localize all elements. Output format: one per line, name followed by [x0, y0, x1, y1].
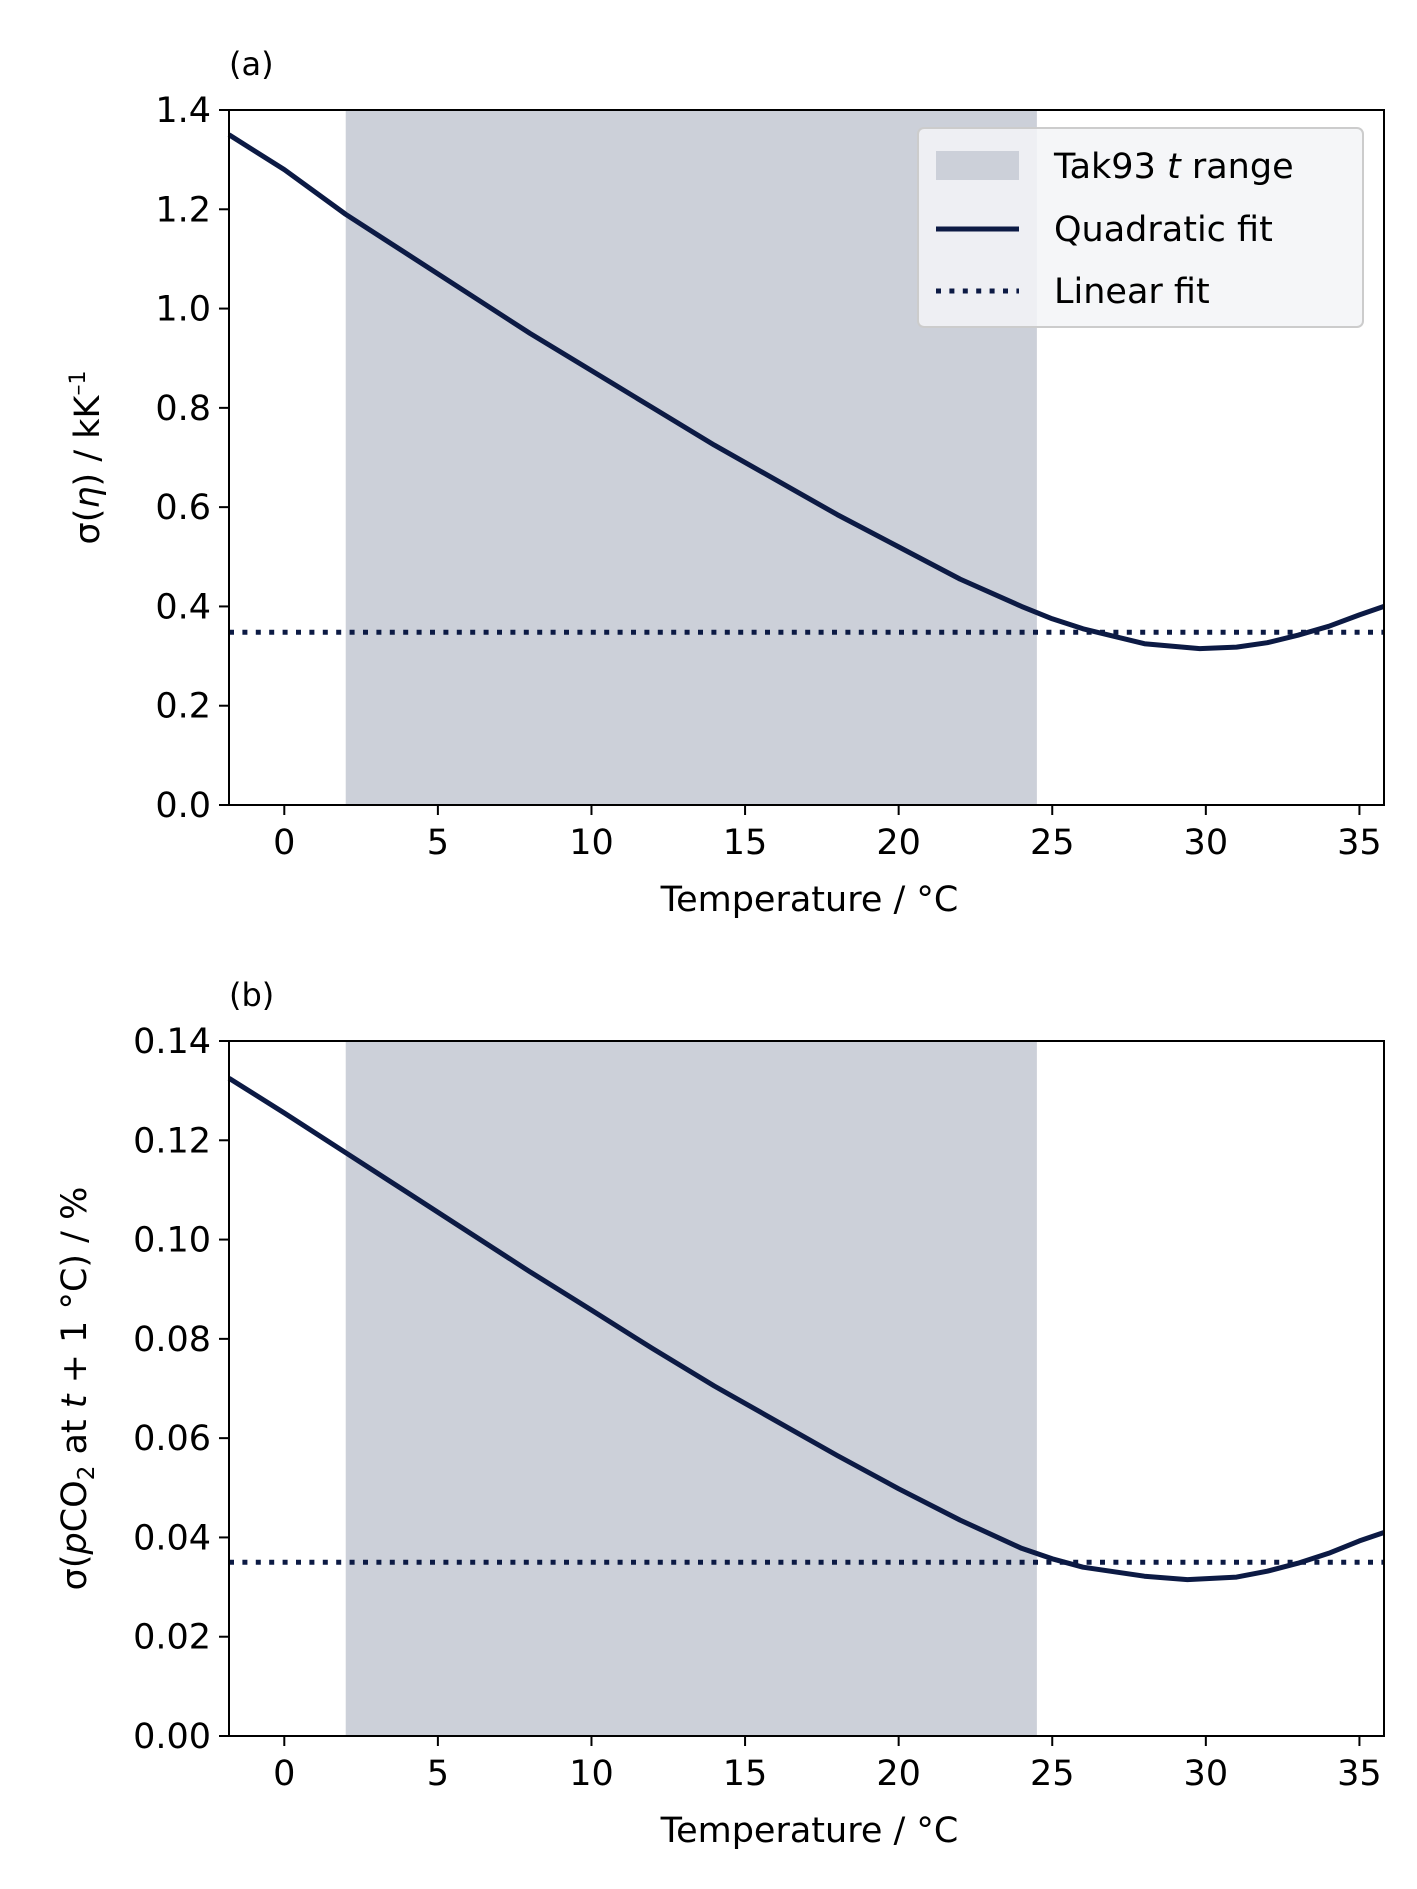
x-tick-label: 10 — [569, 823, 614, 863]
y-tick-label: 0.8 — [155, 389, 211, 429]
x-tick-label: 25 — [1030, 1754, 1075, 1794]
x-tick-label: 30 — [1184, 1754, 1229, 1794]
legend-patch — [936, 151, 1019, 180]
panel-label: (a) — [229, 45, 274, 83]
x-tick-label: 20 — [876, 823, 921, 863]
x-tick-label: 35 — [1337, 1754, 1382, 1794]
x-tick-label: 15 — [723, 1754, 768, 1794]
x-tick-label: 5 — [427, 1754, 449, 1794]
y-tick-label: 0.6 — [155, 488, 211, 528]
x-tick-label: 0 — [273, 1754, 295, 1794]
y-tick-label: 0.04 — [133, 1518, 211, 1558]
quadratic-fit-line — [227, 132, 1385, 652]
x-tick-label: 10 — [569, 1754, 614, 1794]
panel-label: (b) — [229, 976, 274, 1014]
legend: Tak93 t range Quadratic fit Linear fit — [917, 127, 1364, 328]
x-axis-label: Temperature / °C — [660, 880, 959, 920]
legend-label: Tak93 t range — [1053, 147, 1294, 187]
x-tick-label: 0 — [273, 823, 295, 863]
y-axis-label: σ(η) / kK–1 — [66, 371, 108, 545]
y-tick-label: 0.4 — [155, 587, 211, 627]
legend-label: Linear fit — [1054, 272, 1210, 312]
y-axis-label: σ(pCO2 at t + 1 °C) / % — [55, 1187, 100, 1591]
x-tick-label: 30 — [1184, 823, 1229, 863]
x-tick-label: 5 — [427, 823, 449, 863]
x-tick-label: 35 — [1337, 823, 1382, 863]
y-tick-label: 1.4 — [155, 91, 211, 131]
quadratic-fit-line — [227, 1076, 1385, 1583]
y-tick-label: 0.00 — [133, 1717, 211, 1757]
x-tick-label: 25 — [1030, 823, 1075, 863]
y-tick-label: 0.10 — [133, 1221, 211, 1261]
plot-frame — [228, 1040, 1385, 1737]
legend-label: Quadratic fit — [1054, 210, 1273, 250]
y-tick-label: 0.06 — [133, 1419, 211, 1459]
shaded-range — [345, 1041, 1037, 1736]
panel-b: 0 5 10 15 20 25 30 35 0.00 0.02 0.04 0.06 0.08 0.10 0.… — [55, 976, 1385, 1851]
x-tick-label: 15 — [723, 823, 768, 863]
y-tick-label: 1.0 — [155, 290, 211, 330]
y-tick-label: 0.12 — [133, 1121, 211, 1161]
y-tick-label: 0.08 — [133, 1320, 211, 1360]
x-axis-label: Temperature / °C — [660, 1811, 959, 1851]
y-tick-label: 0.2 — [155, 687, 211, 727]
y-tick-label: 1.2 — [155, 190, 211, 230]
legend-box — [917, 127, 1364, 328]
x-tick-label: 20 — [876, 1754, 921, 1794]
y-tick-label: 0.02 — [133, 1618, 211, 1658]
y-tick-label: 0.0 — [155, 786, 211, 826]
plot-frame — [228, 109, 1385, 806]
y-tick-label: 0.14 — [133, 1022, 211, 1062]
